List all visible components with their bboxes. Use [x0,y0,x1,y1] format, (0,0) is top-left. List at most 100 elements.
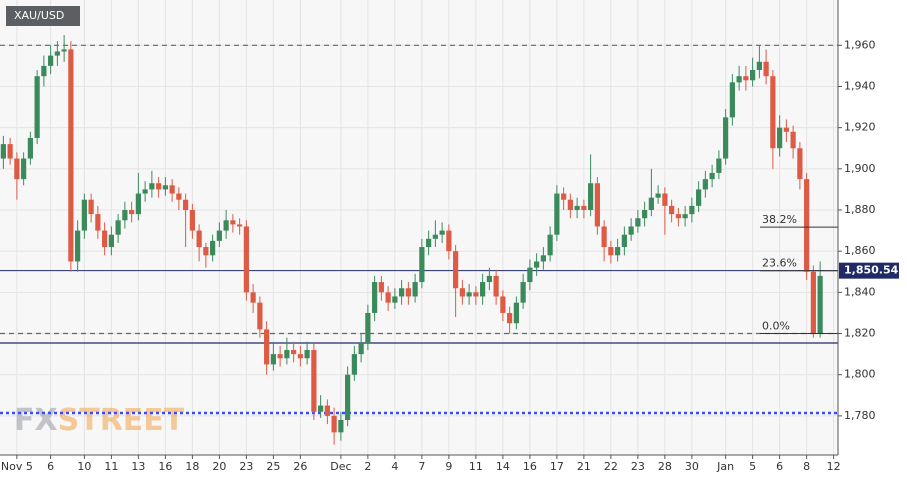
candle-body [669,205,675,215]
watermark-street: STREET [58,403,185,438]
candle-body [527,267,533,283]
candle-body [675,214,681,219]
candle-body [696,189,702,206]
plot-background [0,0,838,455]
candle-body [48,55,54,66]
candle-body [797,148,803,180]
x-tick-label: 18 [185,460,199,473]
candle-body [439,230,445,235]
candle-body [810,271,816,334]
candle-body [594,183,600,227]
y-tick-label: 1,800 [844,368,876,381]
x-tick-label: 13 [131,460,145,473]
candle-body [628,226,634,235]
candle-body [291,350,297,355]
candle-body [621,234,627,248]
x-tick-label: 12 [827,460,841,473]
candle-body [297,354,303,359]
price-label: 1,850.54 [844,264,899,277]
candle-body [210,240,216,256]
candle-body [27,137,33,159]
x-tick-label: 11 [104,460,118,473]
y-tick-label: 1,780 [844,409,876,422]
x-tick-label: 8 [803,460,810,473]
fib-label: 23.6% [762,257,797,270]
x-tick-label: 7 [418,460,425,473]
x-tick-label: Nov 5 [1,460,33,473]
candle-body [729,82,735,118]
candle-body [318,405,324,412]
candle-body [183,199,189,210]
y-tick-label: 1,880 [844,203,876,216]
candle-body [331,415,337,433]
candle-body [378,282,384,293]
candle-body [108,234,114,248]
x-tick-label: 5 [749,460,756,473]
candle-body [473,292,479,297]
candle-body [237,224,243,227]
candle-body [392,296,398,303]
candle-body [588,183,594,210]
candle-body [574,205,580,210]
candle-body [520,282,526,303]
candle-body [277,354,283,359]
candle-body [311,350,317,412]
x-tick-label: 17 [550,460,564,473]
candle-body [88,199,94,215]
candle-body [777,127,783,149]
candle-body [702,179,708,190]
y-tick-label: 1,820 [844,327,876,340]
candle-body [230,220,236,225]
chart-title: XAU/USD [14,9,64,22]
candle-body [567,199,573,210]
candle-body [723,117,729,159]
candle-body [419,247,425,283]
candle-body [716,158,722,173]
x-tick-label: 26 [293,460,307,473]
x-tick-label: 23 [239,460,253,473]
candle-body [446,230,452,252]
candle-body [95,214,101,231]
candle-body [453,251,459,289]
x-tick-label: Dec [330,460,351,473]
candle-body [115,220,121,235]
candle-body [365,312,371,344]
candle-body [790,131,796,149]
candle-body [770,76,776,149]
x-tick-label: 11 [469,460,483,473]
candle-body [34,76,40,138]
candle-body [75,230,81,262]
x-tick-label: 16 [158,460,172,473]
candle-body [466,292,472,297]
candle-body [216,230,222,241]
candle-body [358,343,364,355]
candle-body [500,296,506,313]
candle-body [601,226,607,248]
candle-body [756,61,762,70]
candle-body [743,76,749,81]
candle-body [682,214,688,219]
candle-body [203,247,209,256]
candle-body [149,183,155,190]
candle-body [547,234,553,256]
candle-body [763,61,769,77]
candle-body [486,275,492,283]
title-box [6,6,80,26]
candle-body [750,70,756,81]
candle-body [561,193,567,200]
candle-body [223,220,229,231]
y-tick-label: 1,920 [844,121,876,134]
candle-body [81,199,87,231]
x-tick-label: 16 [523,460,537,473]
candle-body [142,189,148,194]
candle-body [412,282,418,297]
watermark-fx: FX [14,403,58,438]
candle-body [432,234,438,239]
candle-body [162,185,168,190]
y-tick-label: 1,860 [844,244,876,257]
candle-body [783,127,789,132]
candle-body [608,247,614,256]
x-tick-label: 6 [47,460,54,473]
price-box [839,262,899,279]
y-tick-label: 1,900 [844,162,876,175]
